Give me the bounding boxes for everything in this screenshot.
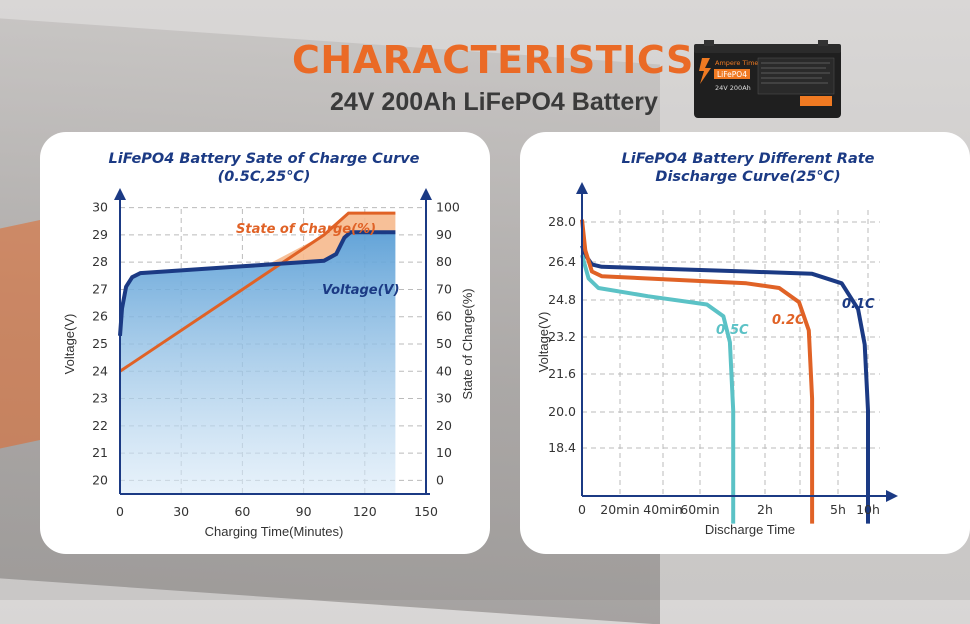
x-tick-label: 40min bbox=[643, 502, 682, 517]
y2-tick-label: 10 bbox=[436, 445, 452, 460]
x-tick-label: 20min bbox=[600, 502, 639, 517]
series-line-0.1C bbox=[580, 244, 870, 524]
charge-curve-panel: LiFePO4 Battery Sate of Charge Curve (0.… bbox=[40, 132, 490, 554]
y2-axis-label: State of Charge(%) bbox=[460, 288, 475, 399]
discharge-curve-panel: LiFePO4 Battery Different Rate Discharge… bbox=[520, 132, 970, 554]
y-tick-label: 20 bbox=[92, 472, 108, 487]
y-tick-label: 30 bbox=[92, 200, 108, 215]
x-tick-label: 5h bbox=[830, 502, 846, 517]
y-tick-label: 24.8 bbox=[548, 292, 576, 307]
x-axis-label: Discharge Time bbox=[705, 522, 795, 537]
series-label-0.5C: 0.5C bbox=[716, 323, 749, 338]
x-tick-label: 0 bbox=[578, 502, 586, 517]
voltage-line bbox=[118, 230, 396, 336]
y-tick-label: 22 bbox=[92, 418, 108, 433]
charge-curve-chart: LiFePO4 Battery Sate of Charge Curve (0.… bbox=[62, 151, 475, 539]
battery-spec: 24V 200Ah bbox=[715, 84, 751, 92]
y-tick-label: 23.2 bbox=[548, 329, 576, 344]
y2-tick-label: 50 bbox=[436, 336, 452, 351]
y-axis-label: Voltage(V) bbox=[62, 314, 77, 375]
y-tick-label: 20.0 bbox=[548, 404, 576, 419]
y-tick-label: 28 bbox=[92, 254, 108, 269]
battery-chem: LiFePO4 bbox=[717, 70, 747, 79]
series-label-0.2C: 0.2C bbox=[772, 313, 805, 328]
soc-line bbox=[119, 211, 396, 373]
y-tick-label: 18.4 bbox=[548, 440, 576, 455]
x-tick-label: 150 bbox=[414, 504, 438, 519]
y2-tick-label: 0 bbox=[436, 472, 444, 487]
series-label-voltage: Voltage(V) bbox=[322, 283, 400, 298]
page-title: CHARACTERISTICS bbox=[292, 38, 694, 82]
y2-tick-label: 70 bbox=[436, 281, 452, 296]
battery-brand: Ampere Time bbox=[715, 59, 758, 67]
y-tick-label: 26 bbox=[92, 309, 108, 324]
y-tick-label: 21.6 bbox=[548, 366, 576, 381]
y2-tick-label: 20 bbox=[436, 418, 452, 433]
series-label-0.1C: 0.1C bbox=[842, 297, 875, 312]
battery-image: Ampere Time LiFePO4 24V 200Ah bbox=[694, 40, 841, 118]
y-tick-label: 24 bbox=[92, 363, 108, 378]
chart-subtitle: Discharge Curve(25℃) bbox=[655, 169, 840, 185]
y-tick-label: 28.0 bbox=[548, 214, 576, 229]
x-axis-label: Charging Time(Minutes) bbox=[205, 524, 344, 539]
y2-tick-label: 40 bbox=[436, 363, 452, 378]
y-tick-label: 25 bbox=[92, 336, 108, 351]
y-tick-label: 29 bbox=[92, 227, 108, 242]
series-label-soc: State of Charge(%) bbox=[236, 222, 376, 237]
x-tick-label: 90 bbox=[296, 504, 312, 519]
series-line-0.2C bbox=[580, 219, 815, 524]
x-tick-label: 30 bbox=[173, 504, 189, 519]
y-axis-label: Voltage(V) bbox=[536, 312, 551, 373]
series-line-0.5C bbox=[580, 254, 736, 524]
chart-title: LiFePO4 Battery Sate of Charge Curve bbox=[108, 151, 419, 167]
y2-tick-label: 60 bbox=[436, 309, 452, 324]
discharge-curve-chart: LiFePO4 Battery Different Rate Discharge… bbox=[536, 151, 898, 537]
y2-tick-label: 100 bbox=[436, 200, 460, 215]
y-tick-label: 21 bbox=[92, 445, 108, 460]
chart-title: LiFePO4 Battery Different Rate bbox=[621, 151, 874, 167]
y2-tick-label: 80 bbox=[436, 254, 452, 269]
y-tick-label: 26.4 bbox=[548, 254, 576, 269]
y-tick-label: 27 bbox=[92, 281, 108, 296]
x-tick-label: 10h bbox=[856, 502, 880, 517]
x-tick-label: 2h bbox=[757, 502, 773, 517]
y2-tick-label: 90 bbox=[436, 227, 452, 242]
x-tick-label: 60min bbox=[680, 502, 719, 517]
y2-tick-label: 30 bbox=[436, 391, 452, 406]
y-tick-label: 23 bbox=[92, 391, 108, 406]
x-tick-label: 120 bbox=[353, 504, 377, 519]
x-tick-label: 60 bbox=[234, 504, 250, 519]
chart-subtitle: (0.5C,25℃) bbox=[218, 169, 311, 185]
voltage-fill-area bbox=[120, 232, 396, 494]
x-tick-label: 0 bbox=[116, 504, 124, 519]
page-subtitle: 24V 200Ah LiFePO4 Battery bbox=[330, 88, 658, 116]
